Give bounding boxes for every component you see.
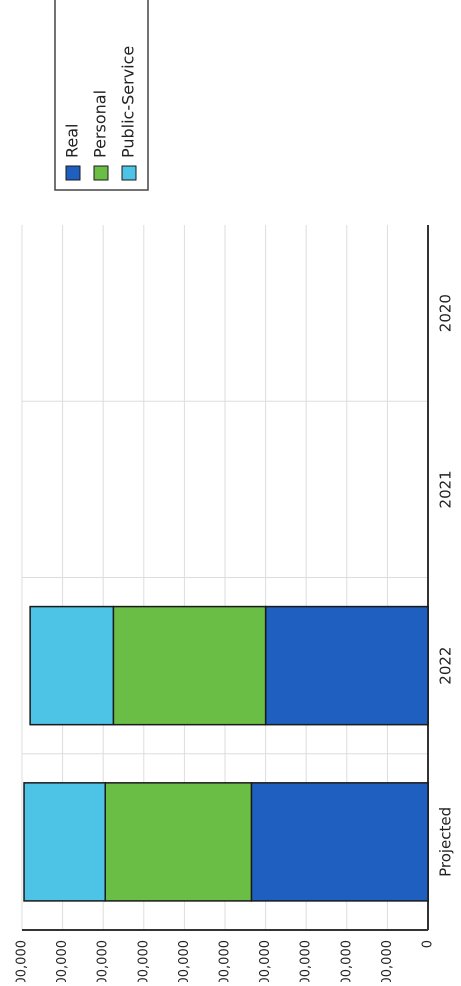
legend-swatch-real [65, 165, 81, 181]
legend-swatch-personal [93, 165, 109, 181]
value-tick-label: 1,000,000 [15, 940, 30, 982]
bar-segment-personal [112, 605, 267, 726]
value-tick-label: 900,000 [55, 940, 70, 982]
value-tick-label: 0 [421, 940, 436, 948]
value-tick-label: 200,000 [339, 940, 354, 982]
category-tick-label: Projected [437, 807, 455, 877]
plot-area: Projected 2022 2021 2020 0 100,000 200,000 300,… [15, 225, 455, 986]
legend-label-personal: Personal [91, 90, 110, 158]
category-tick-label: 2021 [437, 470, 455, 508]
bar-segment-personal [104, 782, 253, 902]
value-tick-label: 400,000 [258, 940, 273, 982]
value-tick-label: 700,000 [136, 940, 151, 982]
value-tick-label: 500,000 [218, 940, 233, 982]
legend-label-public-service: Public-Service [119, 46, 138, 158]
legend-label-real: Real [63, 124, 82, 159]
bar-segment-real [264, 605, 429, 726]
value-tick-label: 800,000 [96, 940, 111, 982]
category-tick-label: 2022 [437, 647, 455, 685]
legend-box [54, 0, 149, 191]
bar-segment-public-service [23, 782, 106, 902]
value-tick-label: 100,000 [380, 940, 395, 982]
value-tick-label: 600,000 [177, 940, 192, 982]
bar-segment-real [250, 782, 429, 902]
value-tick-label: 300,000 [299, 940, 314, 982]
legend: Real Personal Public-Service [54, 0, 149, 191]
category-tick-label: 2020 [437, 294, 455, 332]
bar-segment-public-service [29, 605, 115, 726]
legend-swatch-public-service [121, 165, 137, 181]
